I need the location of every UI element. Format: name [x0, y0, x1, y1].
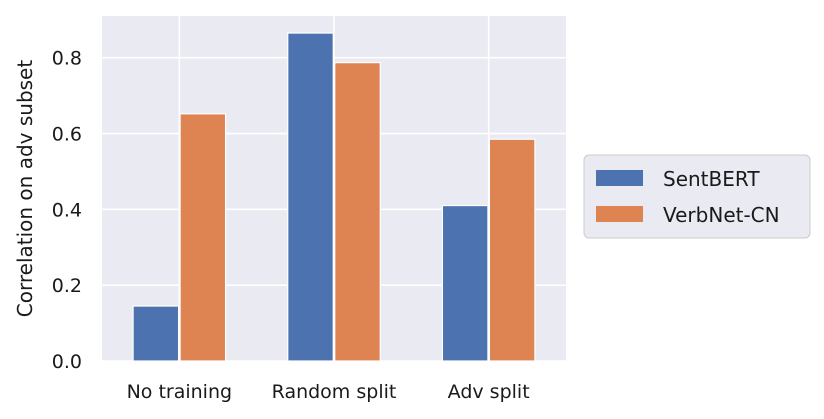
legend-label-sentbert: SentBERT: [663, 167, 760, 191]
bar-verbnet-cn: [334, 62, 381, 362]
x-tick-label: Adv split: [448, 381, 530, 403]
y-tick-label: 0.8: [52, 48, 82, 70]
y-tick-label: 0.0: [52, 351, 82, 373]
y-tick-label: 0.6: [52, 124, 82, 146]
y-axis-label: Correlation on adv subset: [13, 60, 37, 318]
bar-sentbert: [287, 32, 334, 362]
grid-lines: [102, 16, 566, 362]
legend: SentBERT VerbNet-CN: [583, 154, 811, 239]
x-tick-labels: No training Random split Adv split: [127, 381, 530, 403]
bar-verbnet-cn: [179, 113, 227, 362]
legend-swatch-verbnet-cn: [596, 206, 643, 222]
y-tick-labels: 0.0 0.2 0.4 0.6 0.8: [52, 48, 82, 373]
y-tick-label: 0.4: [52, 199, 82, 221]
legend-swatch-sentbert: [596, 170, 643, 186]
bar-sentbert: [132, 305, 180, 362]
bar-sentbert: [441, 204, 489, 362]
x-tick-label: Random split: [272, 381, 397, 403]
x-tick-label: No training: [127, 381, 232, 403]
y-tick-label: 0.2: [52, 275, 82, 297]
bars: [132, 32, 536, 362]
legend-label-verbnet-cn: VerbNet-CN: [663, 203, 780, 227]
bar-verbnet-cn: [488, 138, 536, 362]
